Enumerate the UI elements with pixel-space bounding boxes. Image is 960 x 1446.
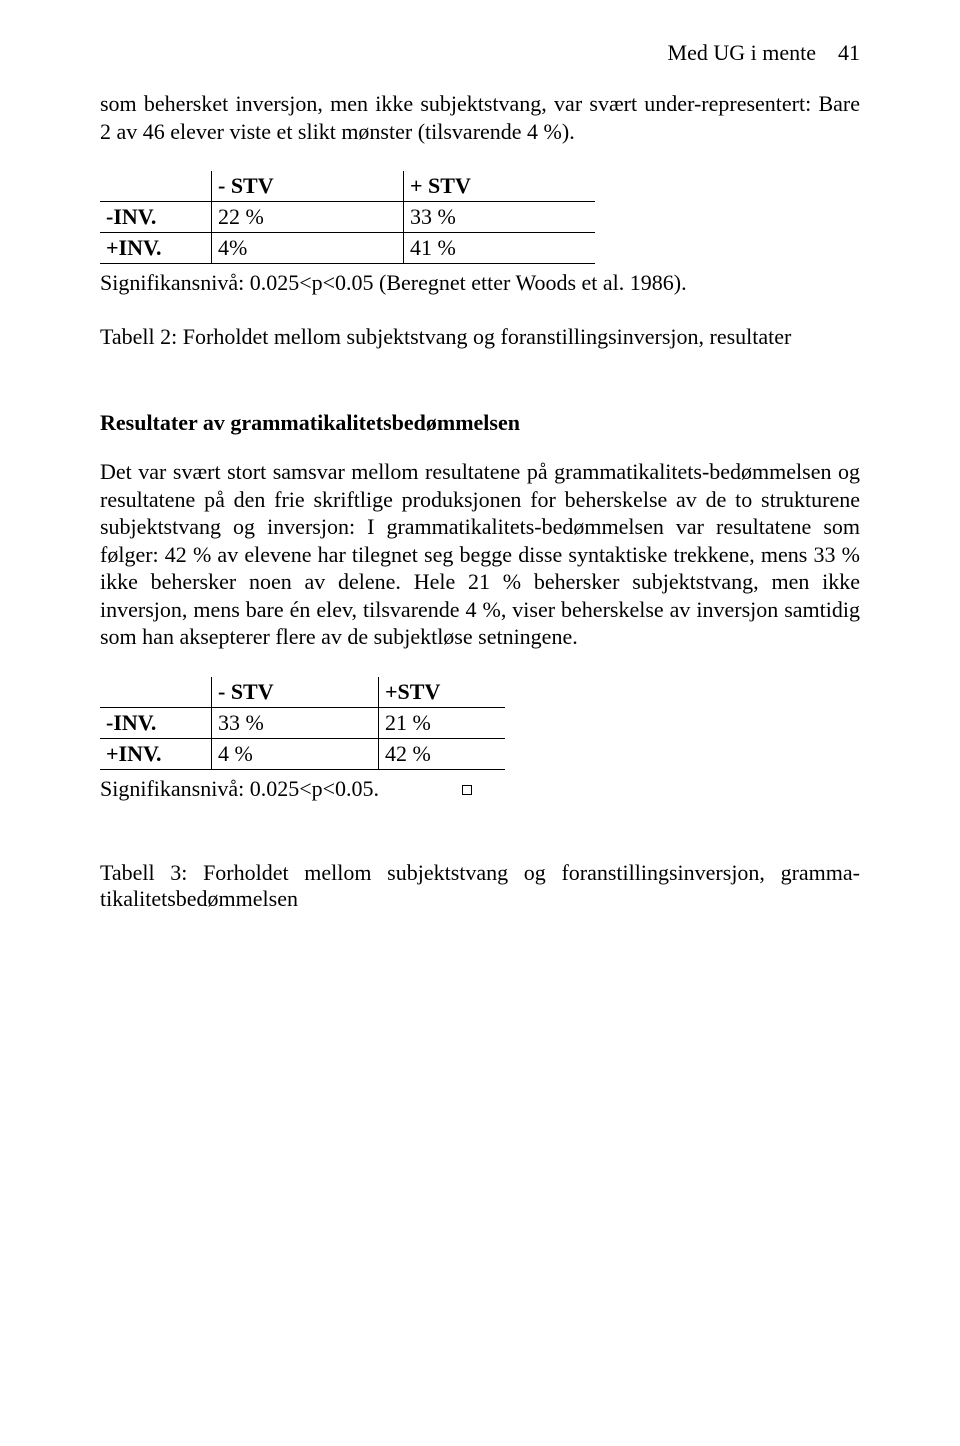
- table-cell: 4 %: [212, 738, 379, 769]
- section-heading: Resultater av grammatikalitetsbedømmelse…: [100, 410, 860, 436]
- significance-level-2: Signifikansnivå: 0.025<p<0.05.: [100, 776, 860, 802]
- running-head: Med UG i mente 41: [100, 40, 860, 66]
- table-cell: [100, 677, 212, 708]
- table-cell: 42 %: [379, 738, 506, 769]
- table-3-caption: Tabell 3: Forholdet mellom subjektstvang…: [100, 860, 860, 912]
- significance-level-1: Signifikansnivå: 0.025<p<0.05 (Beregnet …: [100, 270, 860, 296]
- significance-text: Signifikansnivå: 0.025<p<0.05.: [100, 776, 379, 801]
- table-cell: 33 %: [212, 707, 379, 738]
- row-header-plus-inv: +INV.: [100, 233, 212, 264]
- page: Med UG i mente 41 som behersket inversjo…: [0, 0, 960, 1446]
- paragraph-intro: som behersket inversjon, men ikke subjek…: [100, 90, 860, 145]
- table-2: - STV + STV -INV. 22 % 33 % +INV. 4% 41 …: [100, 171, 595, 264]
- row-header-plus-inv: +INV.: [100, 738, 212, 769]
- paragraph-results: Det var svært stort samsvar mellom resul…: [100, 458, 860, 651]
- spacer: [100, 830, 860, 860]
- col-header-minus-stv: - STV: [212, 171, 404, 202]
- row-header-minus-inv: -INV.: [100, 202, 212, 233]
- table-cell: 4%: [212, 233, 404, 264]
- table-cell: 21 %: [379, 707, 506, 738]
- table-cell: [100, 171, 212, 202]
- row-header-minus-inv: -INV.: [100, 707, 212, 738]
- col-header-plus-stv: + STV: [404, 171, 596, 202]
- col-header-plus-stv: +STV: [379, 677, 506, 708]
- square-marker-icon: [462, 785, 472, 795]
- table-cell: 22 %: [212, 202, 404, 233]
- col-header-minus-stv: - STV: [212, 677, 379, 708]
- table-3: - STV +STV -INV. 33 % 21 % +INV. 4 % 42 …: [100, 677, 505, 770]
- table-cell: 33 %: [404, 202, 596, 233]
- running-head-title: Med UG i mente: [668, 40, 816, 65]
- table-cell: 41 %: [404, 233, 596, 264]
- running-head-page-number: 41: [838, 40, 860, 65]
- table-2-caption: Tabell 2: Forholdet mellom subjektstvang…: [100, 324, 860, 350]
